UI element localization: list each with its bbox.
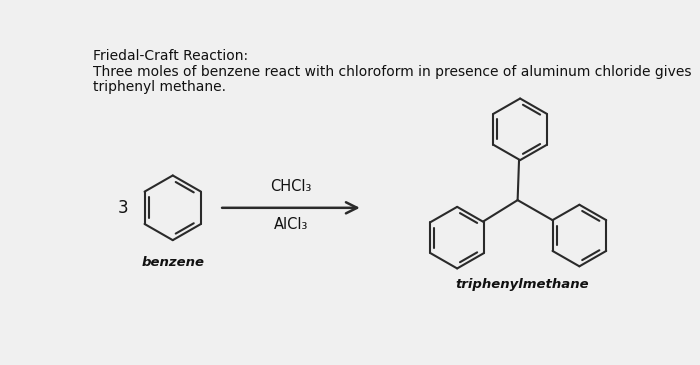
Text: CHCl₃: CHCl₃ <box>270 179 312 194</box>
Text: Friedal-Craft Reaction:: Friedal-Craft Reaction: <box>93 49 248 63</box>
Text: triphenylmethane: triphenylmethane <box>455 278 589 291</box>
Text: AlCl₃: AlCl₃ <box>274 217 308 232</box>
Text: Three moles of benzene react with chloroform in presence of aluminum chloride gi: Three moles of benzene react with chloro… <box>93 65 692 78</box>
Text: 3: 3 <box>118 199 129 217</box>
Text: benzene: benzene <box>141 255 204 269</box>
Text: triphenyl methane.: triphenyl methane. <box>93 80 226 94</box>
